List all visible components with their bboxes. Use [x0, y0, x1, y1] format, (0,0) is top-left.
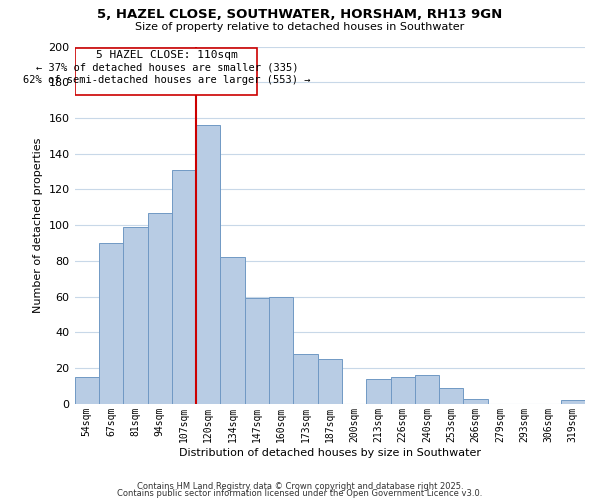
FancyBboxPatch shape: [74, 48, 257, 95]
Text: Contains public sector information licensed under the Open Government Licence v3: Contains public sector information licen…: [118, 488, 482, 498]
Bar: [123, 227, 148, 404]
Bar: [172, 170, 196, 404]
Y-axis label: Number of detached properties: Number of detached properties: [33, 138, 43, 313]
Bar: [74, 377, 99, 404]
Bar: [560, 400, 585, 404]
Bar: [463, 398, 488, 404]
Bar: [269, 296, 293, 404]
Text: Size of property relative to detached houses in Southwater: Size of property relative to detached ho…: [136, 22, 464, 32]
Bar: [293, 354, 317, 404]
Text: 5 HAZEL CLOSE: 110sqm: 5 HAZEL CLOSE: 110sqm: [96, 50, 238, 60]
Bar: [196, 125, 220, 404]
Bar: [317, 359, 342, 404]
Text: 62% of semi-detached houses are larger (553) →: 62% of semi-detached houses are larger (…: [23, 75, 311, 85]
Bar: [366, 379, 391, 404]
Bar: [220, 258, 245, 404]
Text: 5, HAZEL CLOSE, SOUTHWATER, HORSHAM, RH13 9GN: 5, HAZEL CLOSE, SOUTHWATER, HORSHAM, RH1…: [97, 8, 503, 20]
Text: Contains HM Land Registry data © Crown copyright and database right 2025.: Contains HM Land Registry data © Crown c…: [137, 482, 463, 491]
Bar: [148, 212, 172, 404]
Text: ← 37% of detached houses are smaller (335): ← 37% of detached houses are smaller (33…: [36, 62, 298, 72]
Bar: [439, 388, 463, 404]
Bar: [99, 243, 123, 404]
Bar: [245, 298, 269, 404]
Bar: [391, 377, 415, 404]
Bar: [415, 376, 439, 404]
X-axis label: Distribution of detached houses by size in Southwater: Distribution of detached houses by size …: [179, 448, 481, 458]
